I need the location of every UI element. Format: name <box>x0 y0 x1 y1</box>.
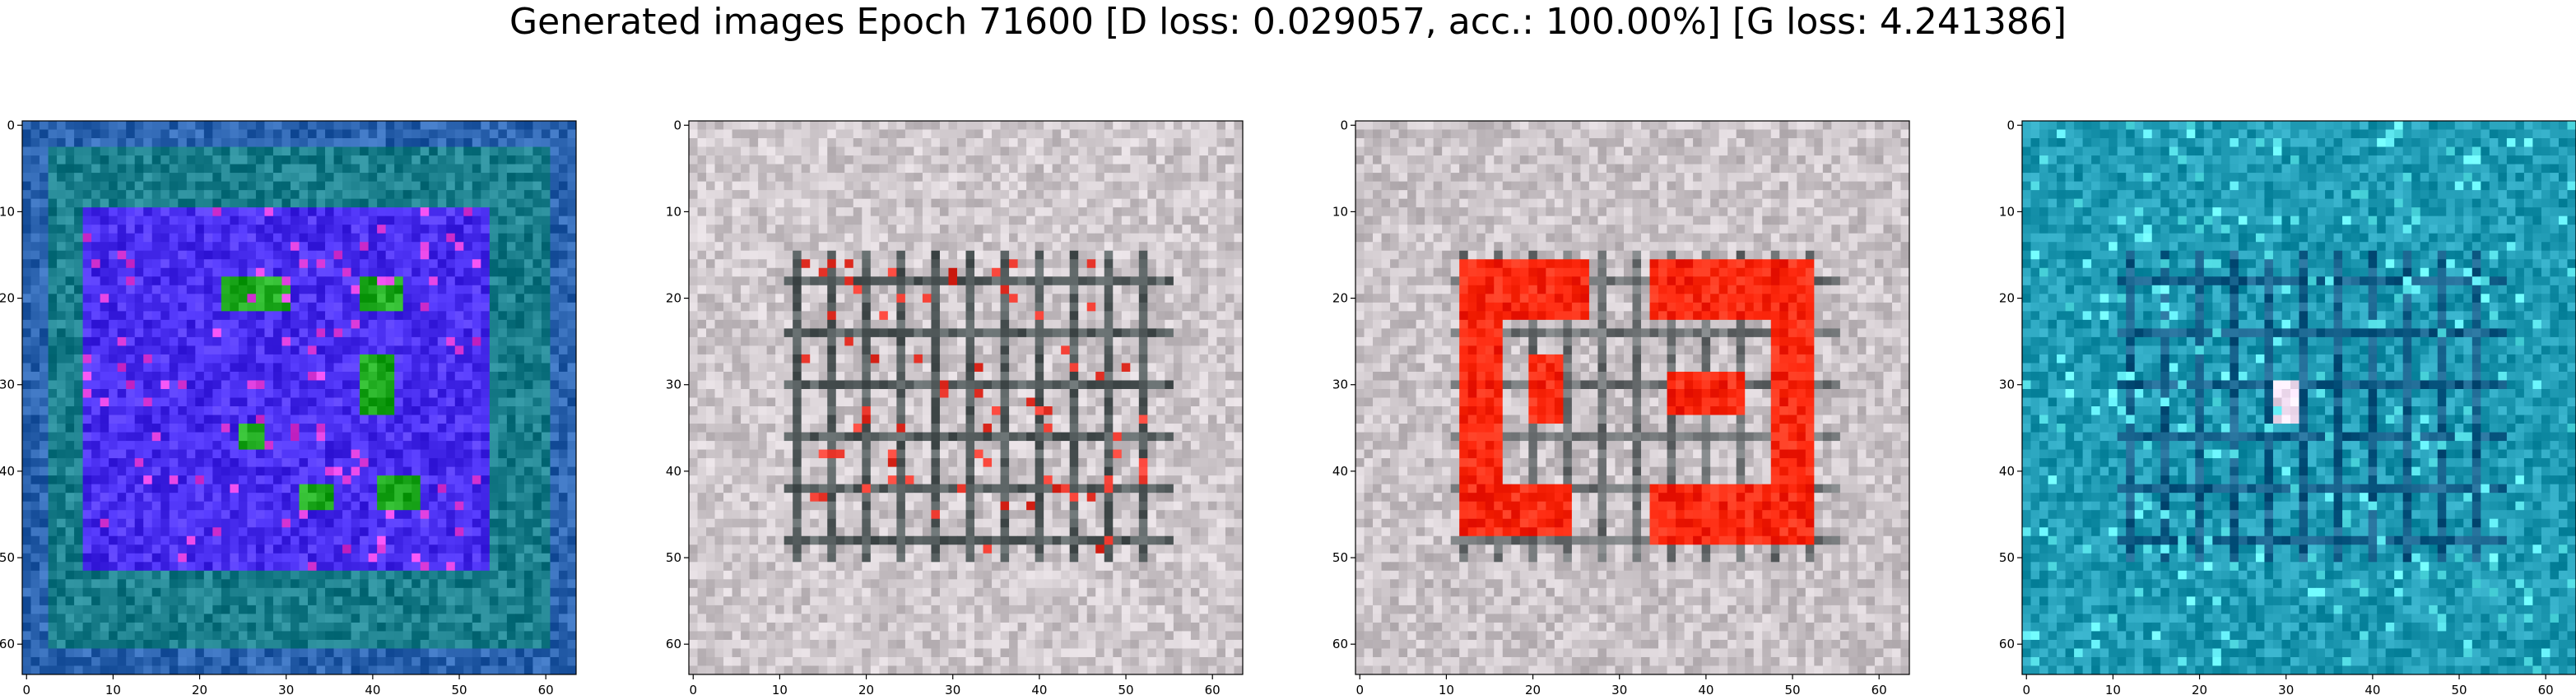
x-tick-label: 20 <box>192 683 207 695</box>
y-tick-label: 60 <box>0 637 15 651</box>
y-tick-label: 30 <box>1332 378 1348 392</box>
x-tick-label: 0 <box>689 683 697 695</box>
y-tick-label: 0 <box>673 118 681 132</box>
y-tick-label: 40 <box>1332 464 1348 479</box>
x-tick-label: 50 <box>451 683 467 695</box>
x-tick-label: 60 <box>2538 683 2554 695</box>
generated-image-1 <box>22 121 577 675</box>
y-tick-label: 20 <box>1999 291 2015 306</box>
x-tick-label: 10 <box>772 683 788 695</box>
x-tick-label: 10 <box>2105 683 2121 695</box>
x-tick-label: 50 <box>2451 683 2467 695</box>
generated-image-4 <box>2022 121 2576 675</box>
y-tick-label: 40 <box>666 464 681 479</box>
figure-title: Generated images Epoch 71600 [D loss: 0.… <box>509 1 2067 43</box>
image-panel-1: 0 10 20 30 40 50 60 0 10 20 30 40 50 60 <box>0 118 577 695</box>
axes-frame <box>21 120 577 675</box>
x-tick-label: 30 <box>1611 683 1627 695</box>
x-tick-label: 40 <box>365 683 380 695</box>
y-tick-label: 40 <box>1999 464 2015 479</box>
x-tick-label: 20 <box>858 683 874 695</box>
x-tick-label: 40 <box>1698 683 1713 695</box>
x-tick-label: 50 <box>1784 683 1800 695</box>
x-tick-label: 50 <box>1118 683 1133 695</box>
y-tick-label: 20 <box>1332 291 1348 306</box>
x-tick-label: 40 <box>1031 683 1047 695</box>
y-tick-label: 30 <box>0 378 15 392</box>
y-tick-label: 60 <box>1332 637 1348 651</box>
image-panel-2: 0 10 20 30 40 50 60 0 10 20 30 40 50 60 <box>666 118 1244 695</box>
axes-frame <box>1355 120 1910 675</box>
x-tick-label: 0 <box>2022 683 2030 695</box>
y-tick-label: 30 <box>666 378 681 392</box>
y-tick-label: 0 <box>7 118 15 132</box>
y-tick-label: 10 <box>1332 204 1348 219</box>
image-panel-3: 0 10 20 30 40 50 60 0 10 20 30 40 50 60 <box>1332 118 1910 695</box>
y-tick-label: 50 <box>1999 550 2015 565</box>
x-tick-label: 20 <box>2192 683 2207 695</box>
y-tick-label: 60 <box>666 637 681 651</box>
x-tick-label: 0 <box>1355 683 1364 695</box>
x-tick-label: 30 <box>278 683 294 695</box>
axes-frame <box>2021 120 2576 675</box>
generated-image-2 <box>689 121 1244 675</box>
x-tick-label: 10 <box>1439 683 1454 695</box>
axes-frame <box>688 120 1244 675</box>
x-tick-label: 30 <box>945 683 960 695</box>
y-tick-label: 50 <box>1332 550 1348 565</box>
y-tick-label: 0 <box>2006 118 2015 132</box>
x-tick-label: 60 <box>1205 683 1221 695</box>
y-tick-label: 20 <box>666 291 681 306</box>
x-tick-label: 60 <box>538 683 554 695</box>
y-tick-label: 30 <box>1999 378 2015 392</box>
x-tick-label: 0 <box>22 683 30 695</box>
y-tick-label: 20 <box>0 291 15 306</box>
x-tick-label: 30 <box>2278 683 2294 695</box>
x-tick-label: 20 <box>1525 683 1541 695</box>
y-tick-label: 10 <box>0 204 15 219</box>
y-tick-label: 50 <box>0 550 15 565</box>
y-tick-label: 10 <box>666 204 681 219</box>
x-tick-label: 60 <box>1872 683 1887 695</box>
x-tick-label: 10 <box>105 683 121 695</box>
image-panel-4: 0 10 20 30 40 50 60 0 10 20 30 40 50 60 <box>1999 118 2576 695</box>
y-tick-label: 50 <box>666 550 681 565</box>
x-tick-label: 40 <box>2364 683 2380 695</box>
generated-image-3 <box>1355 121 1910 675</box>
y-tick-label: 10 <box>1999 204 2015 219</box>
y-tick-label: 60 <box>1999 637 2015 651</box>
y-tick-label: 40 <box>0 464 15 479</box>
y-tick-label: 0 <box>1340 118 1348 132</box>
